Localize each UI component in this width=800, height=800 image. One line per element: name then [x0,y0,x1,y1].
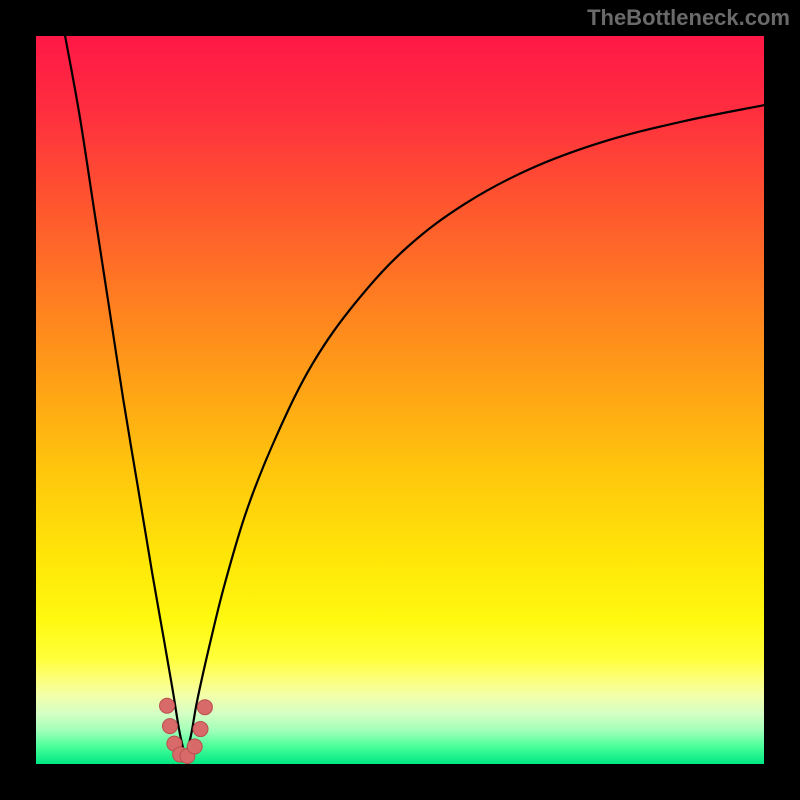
plot-background [36,36,764,764]
bottleneck-chart [0,0,800,800]
watermark-text: TheBottleneck.com [587,5,790,31]
data-marker [187,739,202,754]
data-marker [197,700,212,715]
data-marker [193,722,208,737]
chart-frame: TheBottleneck.com [0,0,800,800]
data-marker [160,698,175,713]
data-marker [162,719,177,734]
